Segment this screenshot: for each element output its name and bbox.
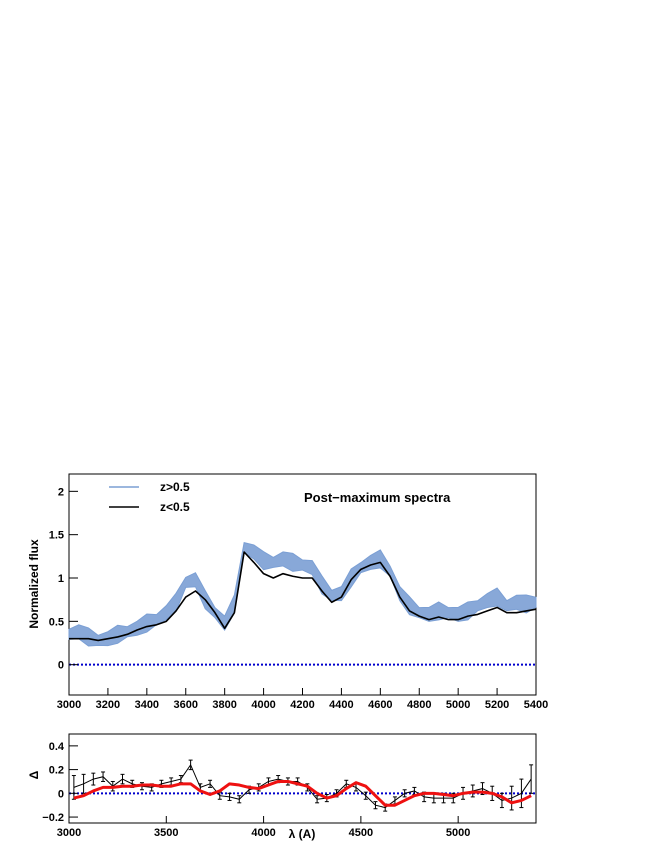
- legend: z>0.5 z<0.5: [109, 480, 190, 514]
- residual-point: [237, 795, 242, 804]
- top-xtick-label: 4200: [290, 699, 314, 711]
- bottom-ytick-label: 0.2: [49, 765, 64, 777]
- residual-point: [227, 792, 232, 801]
- bottom-xtick-label: 3500: [154, 827, 178, 839]
- residual-point: [188, 759, 193, 771]
- top-xtick-label: 5000: [446, 699, 470, 711]
- top-xtick-label: 3400: [135, 699, 159, 711]
- legend-label-z-high: z>0.5: [160, 480, 190, 494]
- residual-point: [208, 779, 213, 788]
- model-curve: [73, 779, 532, 807]
- bottom-xtick-label: 4000: [251, 827, 275, 839]
- bottom-xtick-label: 3000: [57, 827, 81, 839]
- top-xtick-label: 3600: [174, 699, 198, 711]
- bottom-ytick-label: −0.2: [42, 812, 64, 824]
- bottom-ytick-label: 0: [58, 788, 64, 800]
- residual-point: [402, 789, 407, 798]
- bottom-panel: 3000 3500 4000 4500 5000 −0.2 0 0.2 0.4 Δ λ (A): [27, 733, 537, 841]
- top-xtick-label: 4800: [407, 699, 431, 711]
- top-ylabel: Normalized flux: [27, 539, 41, 629]
- top-ytick-label: 2: [58, 486, 64, 498]
- legend-label-z-low: z<0.5: [160, 500, 190, 514]
- bottom-series-group: [71, 759, 534, 812]
- bottom-axis-ticks: 3000 3500 4000 4500 5000 −0.2 0 0.2 0.4: [42, 741, 470, 839]
- top-ytick-label: 0: [58, 660, 64, 672]
- series-band-z-high: [68, 542, 537, 647]
- bottom-xtick-label: 4500: [349, 827, 373, 839]
- top-xtick-label: 3000: [57, 699, 81, 711]
- top-plot-frame: [68, 473, 537, 696]
- top-xtick-label: 5200: [485, 699, 509, 711]
- bottom-xtick-label: 5000: [446, 827, 470, 839]
- residual-point: [529, 764, 534, 794]
- top-ytick-label: 0.5: [49, 616, 64, 628]
- bottom-xlabel: λ (A): [289, 827, 316, 841]
- top-series-group: [68, 542, 537, 647]
- residual-point: [363, 791, 368, 800]
- residual-point: [81, 773, 86, 794]
- chart-title: Post−maximum spectra: [304, 490, 451, 505]
- residual-point: [91, 772, 96, 786]
- top-ytick-label: 1: [58, 573, 64, 585]
- top-panel: 3000 3200 3400 3600 3800 4000 4200 4400 4600 4800…: [27, 473, 549, 711]
- top-xtick-label: 4400: [329, 699, 353, 711]
- top-xtick-label: 4000: [251, 699, 275, 711]
- bottom-ytick-label: 0.4: [49, 741, 65, 753]
- top-axis-ticks: 3000 3200 3400 3600 3800 4000 4200 4400 4600 4800…: [49, 486, 549, 711]
- residual-point: [315, 795, 320, 804]
- residual-point: [373, 801, 378, 810]
- residual-point: [509, 785, 514, 811]
- top-xtick-label: 5400: [524, 699, 548, 711]
- top-xtick-label: 3200: [96, 699, 120, 711]
- top-ytick-label: 1.5: [49, 530, 64, 542]
- top-xtick-label: 3800: [212, 699, 236, 711]
- bottom-plot-frame: [68, 733, 537, 824]
- residual-point: [101, 771, 106, 782]
- residual-point: [120, 773, 125, 785]
- residual-point: [519, 778, 524, 809]
- bottom-ylabel: Δ: [27, 770, 41, 779]
- top-xtick-label: 4600: [368, 699, 392, 711]
- series-line-z-low: [69, 551, 537, 642]
